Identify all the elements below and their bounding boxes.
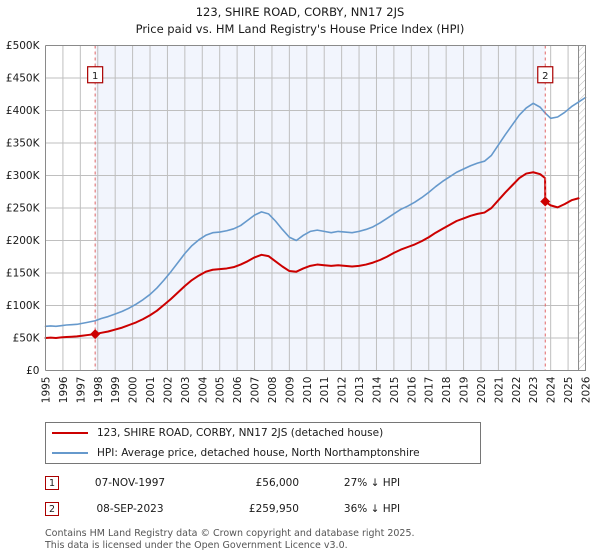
projection-band — [578, 45, 587, 371]
chart-plot: £0 £50K £100K £150K £200K £250K £300K £350K £400… — [6, 40, 593, 404]
y-axis-tick-label: £450K — [6, 73, 41, 85]
x-axis-tick-label: 2014 — [371, 376, 383, 403]
legend-swatch-hpi — [52, 452, 88, 454]
x-axis-tick-label: 2004 — [197, 376, 209, 403]
page-subtitle: Price paid vs. HM Land Registry's House … — [135, 22, 465, 36]
x-axis-tick-label: 2000 — [128, 377, 140, 404]
x-axis-tick-label: 2010 — [302, 377, 314, 404]
transaction-hpi-delta-2: 36% ↓ HPI — [343, 503, 401, 515]
x-axis-tick-label: 1999 — [110, 377, 122, 404]
x-axis-tick-label: 2020 — [476, 377, 488, 404]
x-axis-tick-label: 2012 — [337, 377, 349, 404]
x-axis-tick-label: 2009 — [284, 377, 296, 404]
x-axis-tick-label: 1998 — [93, 377, 105, 404]
y-axis-tick-label: £0 — [26, 365, 39, 377]
y-axis-tick-label: £150K — [6, 268, 41, 280]
svg-text:2: 2 — [542, 71, 548, 82]
legend-label-hpi: HPI: Average price, detached house, Nort… — [97, 447, 420, 459]
series-line-hpi — [44, 96, 587, 328]
page-title: 123, SHIRE ROAD, CORBY, NN17 2JS — [195, 5, 405, 19]
y-axis-tick-label: £400K — [6, 105, 41, 117]
x-axis-tick-label: 2023 — [528, 377, 540, 404]
x-axis-tick-label: 2015 — [389, 377, 401, 404]
legend-swatch-property — [52, 432, 88, 434]
x-axis-tick-label: 1995 — [41, 377, 53, 404]
y-axis-tick-label: £100K — [6, 300, 41, 312]
table-row: 1 07-NOV-1997 £56,000 27% ↓ HPI — [45, 470, 485, 496]
x-axis-tick-label: 2003 — [180, 377, 192, 404]
x-axis-tick-label: 2002 — [162, 377, 174, 404]
x-axis-tick-label: 2019 — [459, 377, 471, 404]
legend-label-property: 123, SHIRE ROAD, CORBY, NN17 2JS (detach… — [97, 427, 384, 439]
footer-line-2: This data is licensed under the Open Gov… — [45, 540, 348, 551]
series-line-property — [44, 171, 580, 339]
transaction-price-2: £259,950 — [248, 503, 299, 515]
x-axis-tick-label: 2024 — [546, 376, 558, 403]
transaction-marker-box: 2 — [537, 66, 554, 84]
x-axis-tick-label: 2021 — [493, 377, 505, 404]
y-axis-tick-label: £500K — [6, 40, 41, 52]
x-axis-tick-label: 2022 — [511, 377, 523, 404]
transaction-price-1: £56,000 — [255, 477, 299, 489]
y-axis-tick-label: £250K — [6, 203, 41, 215]
transaction-point — [90, 329, 101, 340]
y-axis-tick-label: £300K — [6, 170, 41, 182]
footer-line-1: Contains HM Land Registry data © Crown c… — [45, 528, 415, 539]
transaction-marker-2: 2 — [45, 502, 59, 516]
table-row: 2 08-SEP-2023 £259,950 36% ↓ HPI — [45, 496, 485, 522]
chart-legend: 123, SHIRE ROAD, CORBY, NN17 2JS (detach… — [45, 422, 481, 464]
x-axis-tick-label: 2013 — [354, 377, 366, 404]
transaction-marker-1: 1 — [45, 476, 59, 490]
legend-item-property: 123, SHIRE ROAD, CORBY, NN17 2JS (detach… — [46, 423, 480, 443]
y-axis-tick-label: £50K — [13, 333, 41, 345]
x-axis-tick-label: 2016 — [406, 376, 418, 403]
transaction-date-1: 07-NOV-1997 — [94, 477, 166, 489]
transaction-marker-box: 1 — [87, 66, 104, 84]
x-axis-tick-label: 2001 — [145, 377, 157, 404]
svg-text:1: 1 — [92, 71, 98, 82]
transactions-table: 1 07-NOV-1997 £56,000 27% ↓ HPI 2 08-SEP… — [45, 470, 485, 522]
x-axis-tick-label: 2006 — [232, 376, 244, 403]
x-axis-tick-label: 1997 — [75, 377, 87, 404]
copyright-footer: Contains HM Land Registry data © Crown c… — [45, 528, 565, 552]
y-axis-tick-label: £200K — [6, 235, 41, 247]
transaction-date-2: 08-SEP-2023 — [96, 503, 164, 515]
y-axis-tick-label: £350K — [6, 138, 41, 150]
x-axis-tick-label: 2005 — [215, 377, 227, 404]
x-axis-tick-label: 2018 — [441, 377, 453, 404]
x-axis-tick-label: 2007 — [250, 377, 262, 404]
x-axis-tick-label: 2017 — [424, 377, 436, 404]
transaction-point — [540, 196, 551, 207]
transaction-hpi-delta-1: 27% ↓ HPI — [343, 477, 401, 489]
x-axis-tick-label: 2025 — [563, 377, 575, 404]
x-axis-tick-label: 2026 — [581, 376, 593, 403]
chart-title-block: 123, SHIRE ROAD, CORBY, NN17 2JS Price p… — [0, 0, 600, 37]
x-axis-tick-label: 2011 — [319, 377, 331, 404]
x-axis-tick-label: 2008 — [267, 377, 279, 404]
legend-item-hpi: HPI: Average price, detached house, Nort… — [46, 443, 480, 463]
x-axis-tick-label: 1996 — [58, 376, 70, 403]
